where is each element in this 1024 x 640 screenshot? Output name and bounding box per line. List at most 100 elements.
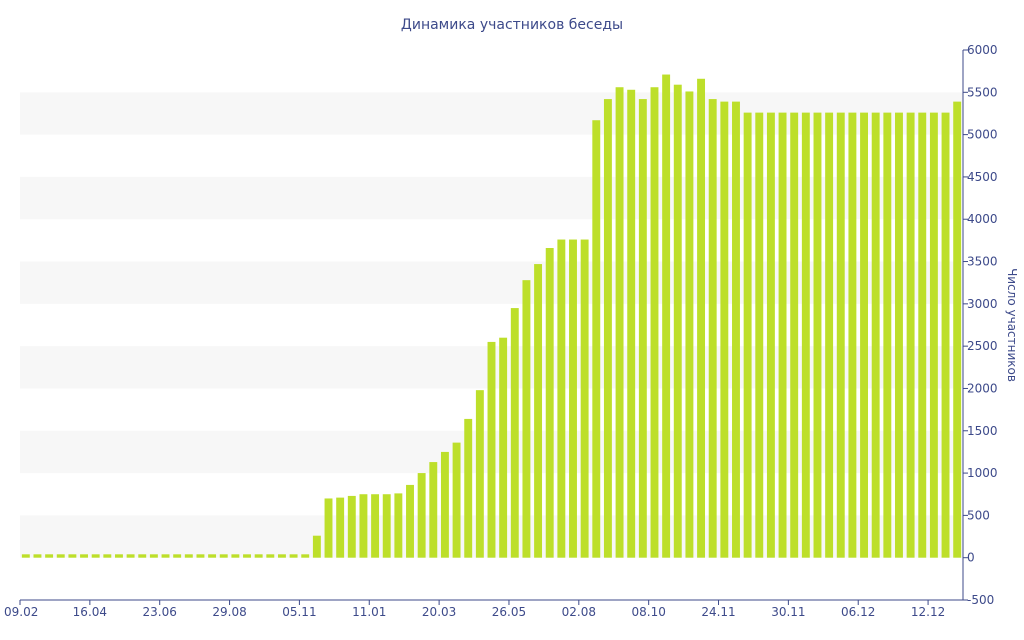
bar — [347, 495, 356, 558]
bar — [394, 493, 403, 558]
bar — [580, 239, 589, 558]
bar — [68, 554, 77, 558]
bar — [464, 418, 473, 558]
x-tick-label: 12.12 — [911, 605, 945, 619]
bar — [662, 74, 671, 558]
x-tick-label: 11.01 — [352, 605, 386, 619]
bar — [452, 442, 461, 558]
bar — [953, 101, 962, 558]
grid-band — [20, 261, 963, 304]
x-tick-label: 16.04 — [73, 605, 107, 619]
x-tick-label: 09.02 — [4, 605, 38, 619]
y-axis-label: Число участников — [1005, 268, 1019, 382]
bar — [813, 112, 822, 558]
bar — [685, 91, 694, 558]
bar — [522, 280, 531, 558]
bar — [91, 554, 100, 558]
y-tick-label: 4500 — [967, 170, 998, 184]
bar — [440, 451, 449, 558]
bar — [56, 554, 65, 558]
bar — [883, 112, 892, 558]
y-tick-label: 3000 — [967, 297, 998, 311]
x-tick-label: 24.11 — [701, 605, 735, 619]
bar — [208, 554, 217, 558]
bar — [918, 112, 927, 558]
bar — [138, 554, 147, 558]
bar — [266, 554, 275, 558]
y-tick-label: 0 — [967, 551, 975, 565]
bar — [766, 112, 775, 558]
y-tick-label: 1000 — [967, 466, 998, 480]
bar — [708, 99, 717, 558]
bar — [487, 341, 496, 558]
bar — [673, 84, 682, 558]
y-tick-label: -500 — [967, 593, 994, 607]
bar — [417, 473, 426, 558]
bar — [848, 112, 857, 558]
bar — [324, 498, 333, 558]
bar — [895, 112, 903, 558]
bar — [557, 239, 566, 558]
bar — [801, 112, 810, 558]
y-tick-label: 2000 — [967, 381, 998, 395]
x-tick-label: 02.08 — [562, 605, 596, 619]
chart-title: Динамика участников беседы — [401, 17, 623, 33]
x-tick-label: 29.08 — [212, 605, 246, 619]
bar — [697, 78, 706, 558]
bar — [545, 248, 554, 558]
bar — [790, 112, 799, 558]
bar — [301, 554, 310, 558]
bar — [510, 308, 519, 558]
bar — [243, 554, 251, 558]
bar — [871, 112, 880, 558]
y-tick-label: 500 — [967, 508, 990, 522]
bar — [114, 554, 123, 558]
x-tick-label: 20.03 — [422, 605, 456, 619]
y-tick-label: 5000 — [967, 128, 998, 142]
bar — [359, 494, 368, 558]
y-tick-label: 5500 — [967, 85, 998, 99]
bar — [650, 87, 659, 558]
bar — [406, 484, 414, 558]
bar — [638, 99, 647, 558]
bar — [836, 112, 845, 558]
bar — [173, 554, 182, 558]
bar — [603, 99, 612, 558]
bar — [732, 101, 740, 558]
bar — [906, 112, 915, 558]
y-tick-label: 6000 — [967, 43, 998, 57]
x-tick-label: 08.10 — [631, 605, 665, 619]
bar — [219, 554, 228, 558]
bar — [627, 89, 636, 558]
bar — [743, 112, 752, 558]
bar — [149, 554, 158, 558]
bar — [929, 112, 938, 558]
bar — [254, 554, 263, 558]
bar — [429, 462, 438, 558]
x-tick-label: 30.11 — [771, 605, 805, 619]
x-tick-label: 26.05 — [492, 605, 526, 619]
bar — [21, 554, 30, 558]
bar — [33, 554, 42, 558]
bar — [336, 497, 345, 558]
bar — [941, 112, 950, 558]
grid-band — [20, 92, 963, 135]
bar — [196, 554, 205, 558]
bar — [80, 554, 88, 558]
bar — [592, 120, 601, 558]
x-tick-label: 06.12 — [841, 605, 875, 619]
bar — [534, 264, 543, 558]
bar — [289, 554, 298, 558]
bar — [382, 494, 391, 558]
y-tick-label: 2500 — [967, 339, 998, 353]
bar — [103, 554, 112, 558]
x-tick-label: 23.06 — [143, 605, 177, 619]
x-ticks: 09.02 16.04 23.06 29.08 05.11 11.01 20.03 26.05… — [4, 600, 945, 619]
y-tick-label: 3500 — [967, 255, 998, 269]
bar — [860, 112, 869, 558]
bar — [475, 390, 484, 558]
bar — [825, 112, 834, 558]
y-tick-label: 4000 — [967, 212, 998, 226]
bar — [371, 494, 380, 558]
